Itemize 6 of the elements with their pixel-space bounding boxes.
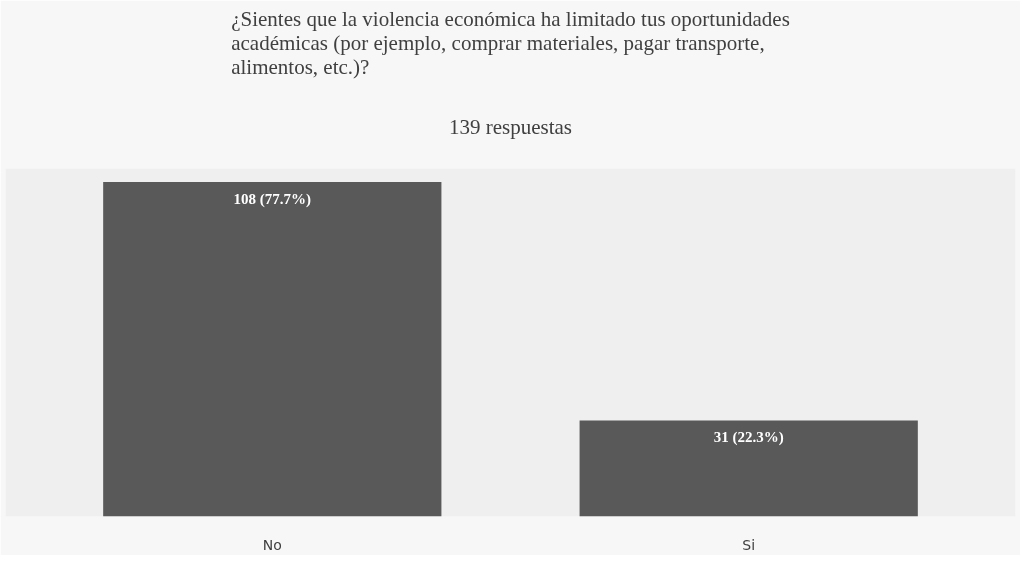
data-label: 108 (77.7%) xyxy=(233,190,312,208)
x-tick-label: No xyxy=(262,536,282,553)
data-label: 31 (22.3%) xyxy=(713,429,784,447)
chart-title: ¿Sientes que la violencia económica ha limitado tus oportunidades académicas (por ejemplo, comprar materiales, pagar transporte, alimentos, etc.)? xyxy=(231,6,790,79)
x-tick-label: Si xyxy=(742,536,756,553)
chart-subtitle: 139 respuestas xyxy=(448,114,573,139)
